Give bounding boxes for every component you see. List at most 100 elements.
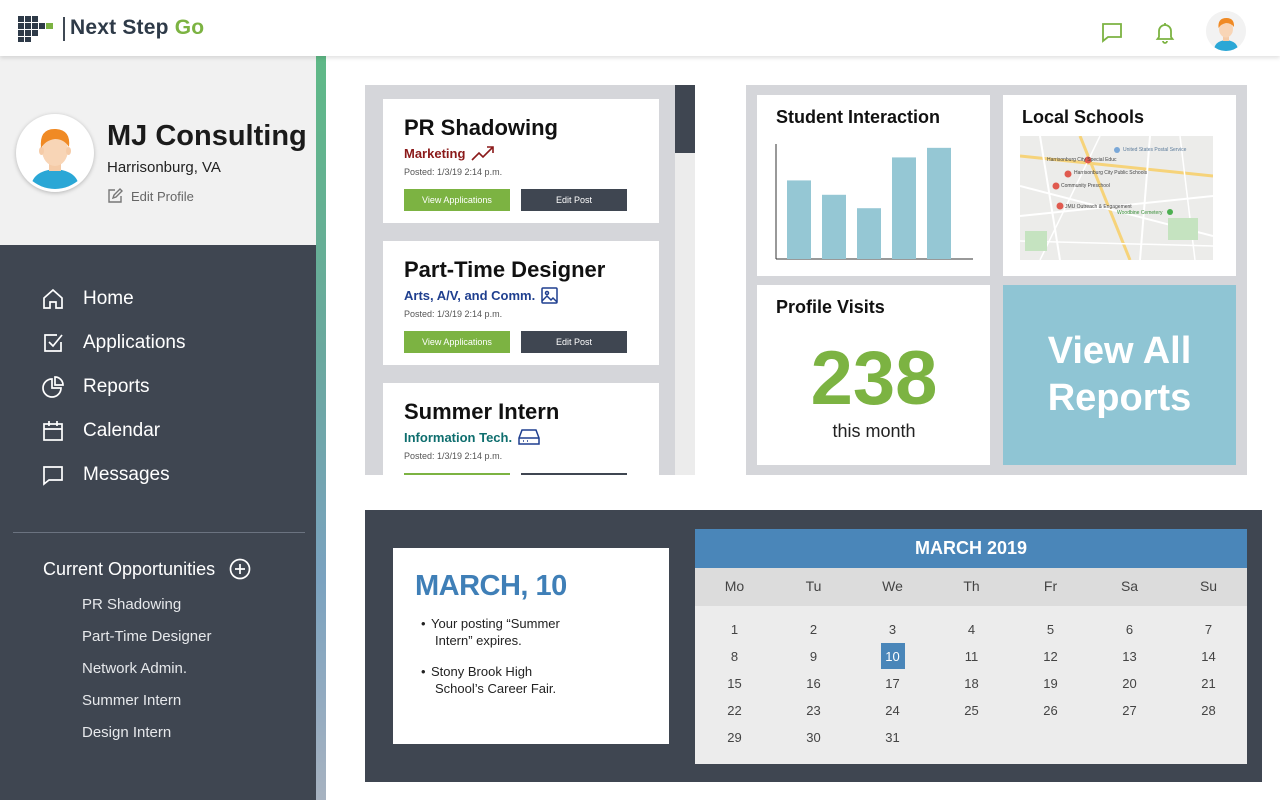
- hard-drive-icon: [518, 429, 540, 445]
- logo-icon[interactable]: [18, 16, 54, 42]
- calendar-day[interactable]: 2: [809, 622, 818, 637]
- calendar-day[interactable]: 3: [888, 622, 897, 637]
- nav-applications-label: Applications: [83, 332, 186, 353]
- view-applications-button[interactable]: View Applications: [404, 189, 510, 211]
- local-schools-map[interactable]: Harrisonburg City Special Educ United St…: [1020, 136, 1213, 260]
- message-icon: [43, 466, 63, 486]
- opportunity-item[interactable]: PR Shadowing: [82, 596, 182, 613]
- month-calendar: MARCH 2019 Mo Tu We Th Fr Sa Su 1 2 3 4 5 6 7 8 9 10 11 1…: [695, 529, 1247, 764]
- logo-go: Go: [174, 16, 205, 39]
- calendar-day[interactable]: 24: [885, 703, 900, 718]
- calendar-day[interactable]: 18: [964, 676, 979, 691]
- opportunity-item[interactable]: Network Admin.: [82, 660, 188, 677]
- calendar-day[interactable]: 1: [730, 622, 739, 637]
- calendar-day[interactable]: 11: [964, 649, 979, 664]
- calendar-day[interactable]: 17: [885, 676, 900, 691]
- chart-bar: [927, 147, 951, 259]
- calendar-day[interactable]: 31: [885, 730, 900, 745]
- local-schools-tile[interactable]: Local Schools Harrisonburg City Special …: [1003, 95, 1236, 276]
- weekday-label: Th: [963, 578, 980, 594]
- calendar-day[interactable]: 22: [727, 703, 742, 718]
- opportunity-item[interactable]: Design Intern: [82, 724, 172, 741]
- opportunity-item[interactable]: Part-Time Designer: [82, 628, 212, 645]
- calendar-day[interactable]: 30: [806, 730, 821, 745]
- calendar-day[interactable]: 20: [1122, 676, 1137, 691]
- nav-messages-label: Messages: [83, 464, 170, 485]
- add-opportunity-icon[interactable]: [229, 558, 251, 580]
- calendar-day[interactable]: 16: [806, 676, 821, 691]
- nav-calendar[interactable]: Calendar: [41, 419, 160, 443]
- app-logo-text[interactable]: Next Step Go: [70, 16, 204, 40]
- calendar-day[interactable]: 6: [1125, 622, 1134, 637]
- selected-day-highlight: [880, 643, 905, 669]
- weekday-label: Su: [1199, 578, 1218, 594]
- calendar-day[interactable]: 23: [806, 703, 821, 718]
- calendar-day[interactable]: 9: [809, 649, 818, 664]
- calendar-day[interactable]: 28: [1201, 703, 1216, 718]
- weekday-label: Fr: [1043, 578, 1058, 594]
- view-applications-button[interactable]: View Applications: [404, 331, 510, 353]
- edit-icon: [108, 188, 123, 203]
- event-item: • Stony Brook High School’s Career Fair.: [421, 663, 651, 697]
- student-interaction-tile[interactable]: Student Interaction: [757, 95, 990, 276]
- calendar-day[interactable]: 8: [730, 649, 739, 664]
- nav-reports-label: Reports: [83, 376, 150, 397]
- post-card: Part-Time Designer Arts, A/V, and Comm. …: [383, 241, 659, 365]
- chart-bar: [822, 194, 846, 259]
- sidebar-accent-stripe: [316, 56, 326, 800]
- edit-profile-link[interactable]: Edit Profile: [107, 188, 194, 204]
- profile-avatar[interactable]: [16, 114, 94, 192]
- view-all-reports-line2: Reports: [1047, 377, 1192, 419]
- calendar-day[interactable]: 5: [1046, 622, 1055, 637]
- calendar-day[interactable]: 29: [727, 730, 742, 745]
- event-date: MARCH, 10: [415, 570, 567, 602]
- profile-visits-period: this month: [832, 421, 916, 441]
- opportunities-title: Current Opportunities: [43, 558, 216, 579]
- pie-chart-icon: [42, 376, 64, 398]
- nav-reports[interactable]: Reports: [41, 375, 150, 399]
- calendar-day[interactable]: 12: [1043, 649, 1058, 664]
- calendar-day[interactable]: 4: [967, 622, 976, 637]
- event-item-line: Stony Brook High: [431, 664, 533, 679]
- view-all-reports-button[interactable]: View All Reports: [1003, 285, 1236, 465]
- calendar-day[interactable]: 14: [1201, 649, 1216, 664]
- weekday-label: Sa: [1120, 578, 1139, 594]
- image-icon: [541, 287, 558, 304]
- company-name: MJ Consulting: [107, 120, 307, 152]
- calendar-day[interactable]: 13: [1122, 649, 1137, 664]
- post-card: Summer Intern Information Tech. Posted: …: [383, 383, 659, 475]
- weekday-label: We: [882, 578, 903, 594]
- posts-scrollbar-thumb[interactable]: [675, 85, 695, 153]
- calendar-day-selected[interactable]: 10: [885, 649, 900, 664]
- calendar-day[interactable]: 25: [964, 703, 979, 718]
- user-avatar[interactable]: [1206, 11, 1246, 51]
- chat-icon[interactable]: [1100, 20, 1124, 44]
- calendar-day[interactable]: 15: [727, 676, 742, 691]
- posts-list: PR Shadowing Marketing Posted: 1/3/19 2:…: [365, 85, 675, 475]
- nav-divider: [13, 532, 305, 533]
- nav-home[interactable]: Home: [41, 287, 134, 311]
- nav-applications[interactable]: Applications: [41, 331, 185, 355]
- calendar-day[interactable]: 27: [1122, 703, 1137, 718]
- view-applications-button[interactable]: [404, 473, 510, 475]
- post-category-label: Arts, A/V, and Comm.: [404, 288, 536, 303]
- calendar-day[interactable]: 7: [1204, 622, 1213, 637]
- nav-calendar-label: Calendar: [83, 420, 161, 441]
- post-title: PR Shadowing: [404, 115, 558, 140]
- edit-post-button[interactable]: [521, 473, 627, 475]
- post-date: Posted: 1/3/19 2:14 p.m.: [404, 309, 503, 319]
- top-bar: Next Step Go: [0, 0, 1280, 56]
- calendar-day[interactable]: 21: [1201, 676, 1216, 691]
- bell-icon[interactable]: [1153, 20, 1177, 44]
- post-date: Posted: 1/3/19 2:14 p.m.: [404, 167, 503, 177]
- weekday-label: Mo: [724, 578, 745, 594]
- event-bullet: •: [421, 616, 426, 631]
- edit-post-button[interactable]: Edit Post: [521, 189, 627, 211]
- profile-visits-tile[interactable]: Profile Visits 238 this month: [757, 285, 990, 465]
- nav-messages[interactable]: Messages: [41, 463, 170, 487]
- edit-post-button[interactable]: Edit Post: [521, 331, 627, 353]
- calendar-day[interactable]: 26: [1043, 703, 1058, 718]
- opportunity-item[interactable]: Summer Intern: [82, 692, 182, 709]
- calendar-day[interactable]: 19: [1043, 676, 1058, 691]
- posts-scrollbar[interactable]: [675, 85, 695, 475]
